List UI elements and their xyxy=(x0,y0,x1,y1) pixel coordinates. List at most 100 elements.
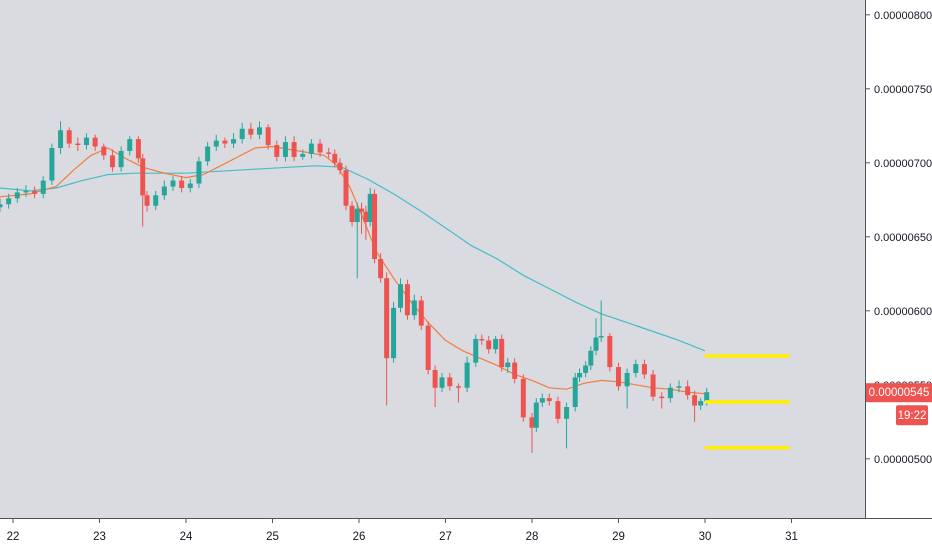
candle xyxy=(624,368,630,409)
candle-body xyxy=(32,190,38,194)
candle xyxy=(641,359,647,379)
candle-body xyxy=(153,195,159,206)
candle-body xyxy=(464,362,470,388)
candle-body xyxy=(66,130,72,144)
candle-body xyxy=(546,398,552,402)
candle xyxy=(439,372,445,393)
last-price-label: 0.00000545 xyxy=(869,387,930,399)
candle xyxy=(153,190,159,211)
candle xyxy=(588,346,594,370)
candle xyxy=(23,185,29,197)
plot-background xyxy=(0,0,865,518)
candle-body xyxy=(425,325,431,370)
candle-body xyxy=(213,140,219,147)
candles-layer xyxy=(0,121,710,453)
candle-body xyxy=(455,386,461,388)
candle xyxy=(572,372,578,412)
candle-body xyxy=(363,211,369,222)
candle xyxy=(529,412,535,453)
candle-body xyxy=(367,193,373,222)
candle xyxy=(101,143,107,160)
candle-body xyxy=(326,152,332,154)
candle-body xyxy=(533,402,539,428)
candle-body xyxy=(109,155,115,168)
candle xyxy=(404,279,410,320)
candle xyxy=(349,201,355,227)
price-axis-panel[interactable] xyxy=(865,0,932,518)
candle-body xyxy=(222,140,228,144)
time-tick-label: 29 xyxy=(612,531,625,543)
countdown-badge-bg xyxy=(896,405,928,426)
candle-body xyxy=(539,398,545,403)
candle-body xyxy=(170,180,176,187)
candle xyxy=(676,380,682,393)
time-tick-label: 22 xyxy=(7,531,20,543)
candle-body xyxy=(308,143,314,154)
candle xyxy=(343,165,349,211)
candle xyxy=(332,149,338,168)
candle xyxy=(391,301,397,363)
candle xyxy=(257,121,262,140)
candle-body xyxy=(84,137,89,146)
time-tick-label: 23 xyxy=(93,531,106,543)
candle-body xyxy=(75,143,81,146)
candle xyxy=(205,142,211,166)
time-tick-label: 26 xyxy=(353,531,366,543)
candle-body xyxy=(598,335,604,338)
candle xyxy=(363,205,369,240)
candle xyxy=(464,356,470,393)
candle xyxy=(384,272,390,406)
candle-body xyxy=(372,193,378,259)
ma-slow-line xyxy=(0,165,706,352)
candle xyxy=(337,158,343,175)
candle xyxy=(659,392,665,409)
candle-body xyxy=(317,143,323,153)
price-levels-layer[interactable] xyxy=(704,354,790,450)
candle xyxy=(274,140,280,162)
ma-fast-line xyxy=(0,145,706,395)
candle-body xyxy=(641,364,647,375)
candle xyxy=(308,139,314,159)
candle xyxy=(564,402,570,449)
candle-body xyxy=(274,145,280,157)
candle xyxy=(32,186,38,199)
candle-body xyxy=(349,205,355,222)
candle xyxy=(75,137,81,151)
candle xyxy=(291,136,297,162)
candle-body xyxy=(583,365,589,373)
candle xyxy=(499,334,505,372)
candle-body xyxy=(49,148,55,181)
countdown-label: 19:22 xyxy=(898,410,927,422)
candle-body xyxy=(624,372,630,387)
candle xyxy=(555,396,561,424)
price-tick-label: 0.00000800 xyxy=(874,10,932,22)
candle-body xyxy=(555,401,561,419)
candle-body xyxy=(499,338,505,368)
time-tick-label: 25 xyxy=(266,531,279,543)
ma-slow-layer xyxy=(0,165,706,352)
candle-body xyxy=(14,192,20,199)
candle xyxy=(583,361,589,378)
candle-body xyxy=(486,340,492,350)
candle xyxy=(667,383,673,403)
time-axis-ticks: 22 23 24 25 26 27 28 29 30 31 xyxy=(7,518,798,543)
candle xyxy=(170,176,176,191)
candle-body xyxy=(118,150,124,168)
candle xyxy=(546,393,552,406)
candle-body xyxy=(23,190,29,193)
candle-body xyxy=(378,259,384,279)
candle xyxy=(282,136,288,162)
candle-body xyxy=(248,128,254,135)
candle-body xyxy=(359,208,365,212)
candle-body xyxy=(432,370,438,388)
candle xyxy=(692,390,698,422)
time-axis-panel[interactable] xyxy=(0,518,932,550)
candle xyxy=(533,398,539,433)
candle-body xyxy=(127,139,133,151)
candle-body xyxy=(282,142,288,157)
candle-body xyxy=(572,377,578,407)
candle xyxy=(161,180,167,200)
candle xyxy=(49,143,55,185)
